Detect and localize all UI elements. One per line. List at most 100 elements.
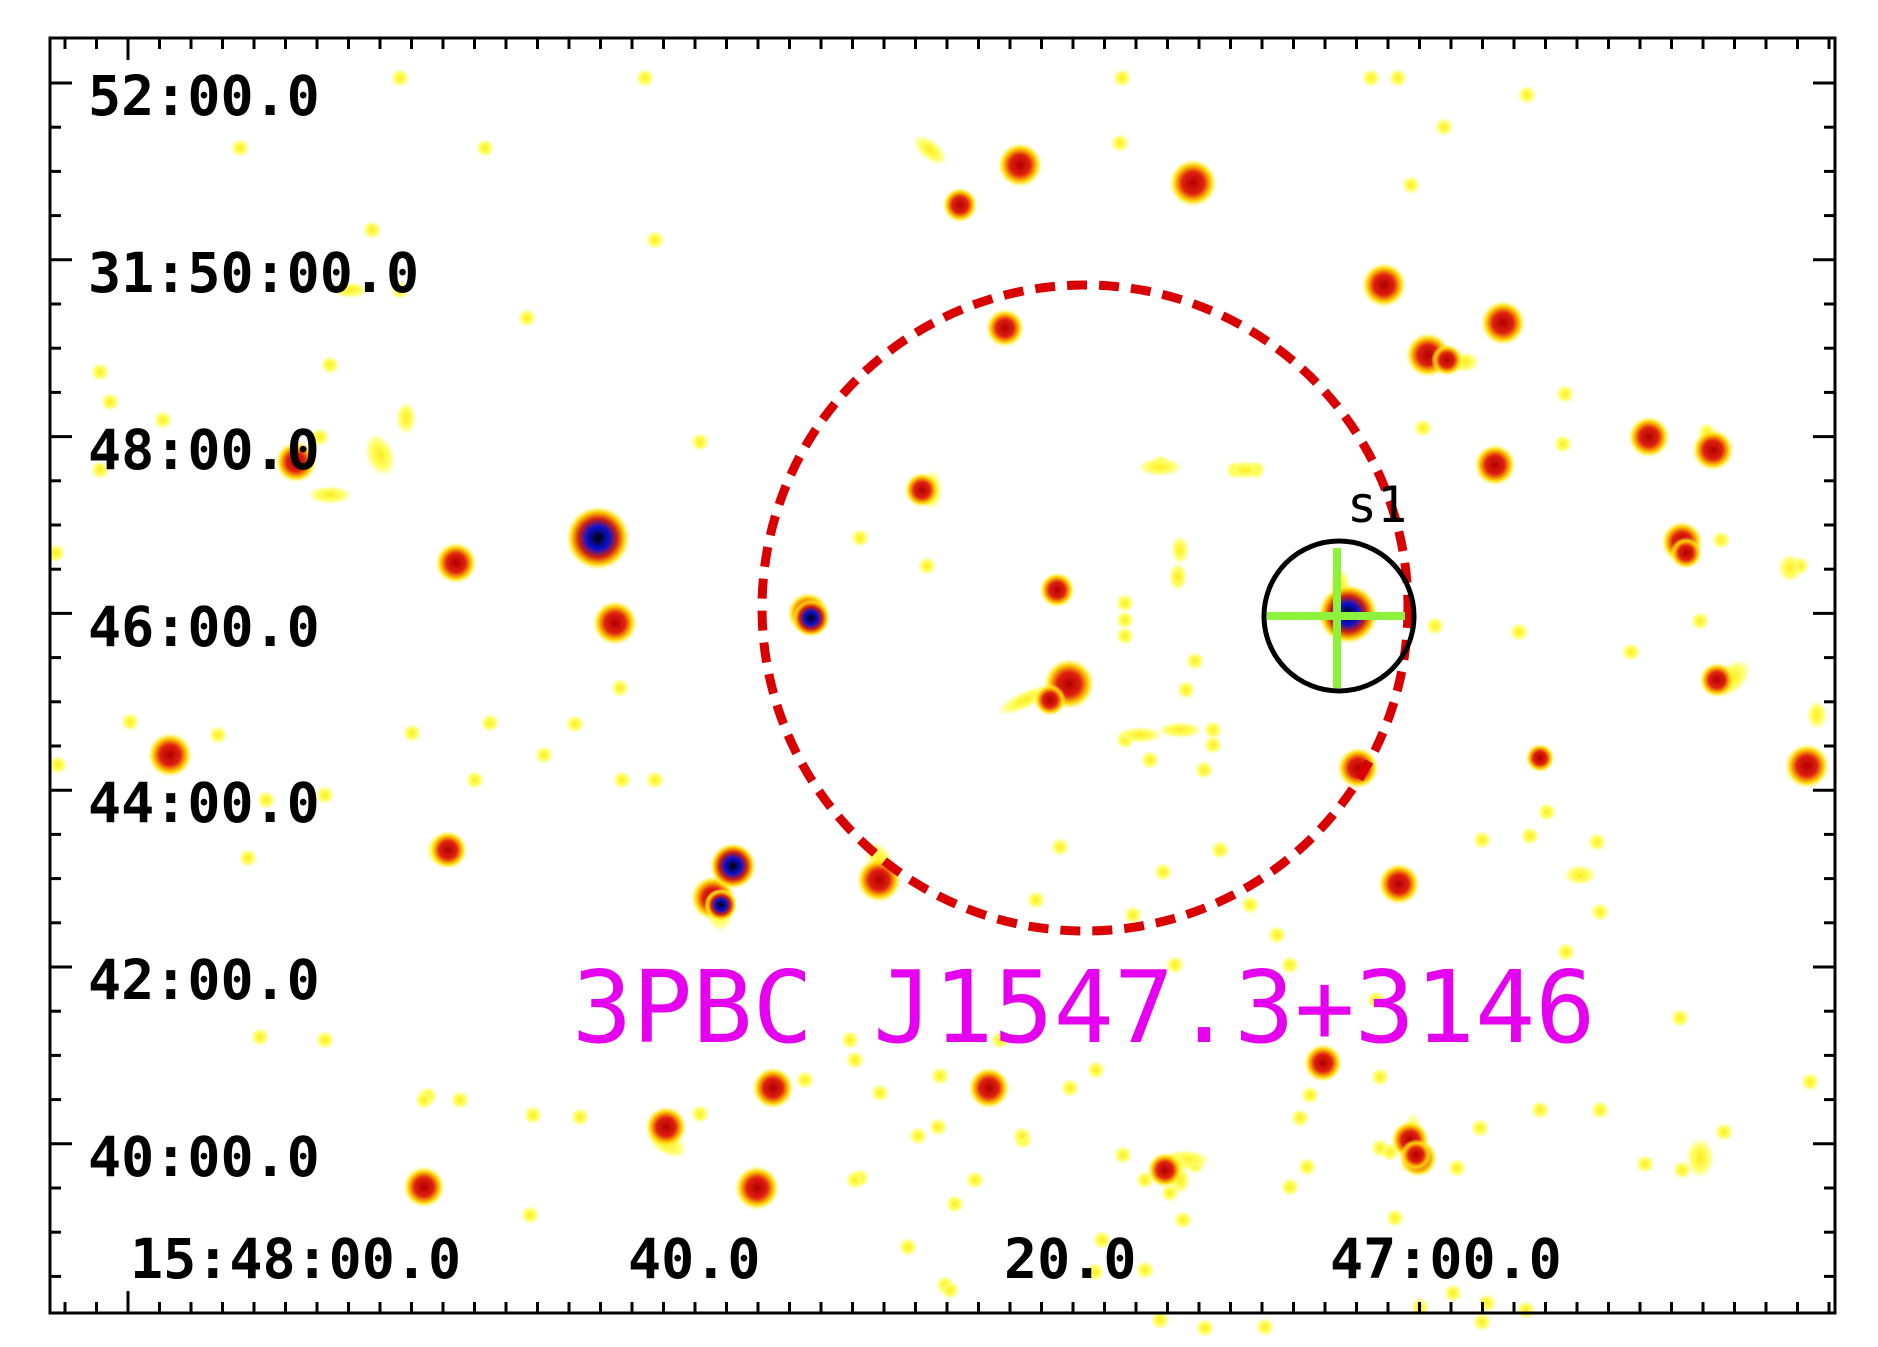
faint-source bbox=[1124, 906, 1142, 924]
medium-source bbox=[942, 187, 978, 223]
medium-source bbox=[1784, 743, 1830, 789]
medium-source bbox=[147, 732, 193, 778]
faint-source bbox=[391, 281, 409, 299]
faint-source bbox=[257, 791, 275, 809]
faint-source bbox=[1556, 385, 1574, 403]
faint-source bbox=[1807, 701, 1827, 729]
faint-source bbox=[918, 557, 936, 575]
bright-source bbox=[566, 506, 630, 570]
faint-source bbox=[1136, 1261, 1154, 1279]
faint-source bbox=[1691, 612, 1709, 630]
faint-source bbox=[1686, 1138, 1714, 1178]
medium-source bbox=[1628, 416, 1670, 458]
faint-source bbox=[391, 69, 409, 87]
ra-axis-labels: 15:48:00.0 40.0 20.0 47:00.0 bbox=[130, 1227, 1562, 1291]
faint-source bbox=[1591, 903, 1609, 921]
faint-source bbox=[1169, 563, 1187, 591]
faint-source bbox=[396, 402, 416, 434]
faint-source bbox=[1564, 865, 1596, 885]
faint-source bbox=[1712, 531, 1730, 549]
faint-source bbox=[1435, 118, 1453, 136]
dec-tick-label: 52:00.0 bbox=[88, 64, 320, 128]
faint-source bbox=[1471, 1119, 1489, 1137]
faint-source bbox=[913, 135, 947, 165]
faint-source bbox=[1291, 1109, 1309, 1127]
medium-source bbox=[1147, 1152, 1183, 1188]
faint-source bbox=[316, 1031, 334, 1049]
faint-source bbox=[1473, 831, 1491, 849]
medium-source bbox=[1337, 747, 1379, 789]
faint-source bbox=[1636, 1155, 1654, 1173]
faint-source bbox=[846, 1171, 864, 1189]
medium-source bbox=[1303, 1043, 1343, 1083]
medium-source bbox=[1169, 159, 1217, 207]
medium-sources bbox=[147, 142, 1830, 1211]
faint-source bbox=[966, 1171, 984, 1189]
faint-source bbox=[321, 356, 339, 374]
faint-source bbox=[1116, 627, 1134, 645]
faint-source bbox=[316, 786, 334, 804]
faint-source bbox=[476, 139, 494, 157]
ra-tick-label: 40.0 bbox=[628, 1227, 760, 1291]
medium-source bbox=[904, 472, 940, 508]
dec-tick-label: 46:00.0 bbox=[88, 595, 320, 659]
faint-source bbox=[1362, 69, 1380, 87]
faint-source bbox=[364, 433, 396, 477]
medium-source bbox=[968, 1067, 1010, 1109]
faint-source bbox=[611, 679, 629, 697]
dec-tick-label: 31:50:00.0 bbox=[88, 241, 419, 305]
medium-source bbox=[1699, 662, 1735, 698]
faint-source bbox=[1671, 1009, 1689, 1027]
faint-source bbox=[646, 231, 664, 249]
faint-source bbox=[239, 849, 257, 867]
faint-source bbox=[1195, 761, 1213, 779]
faint-source bbox=[929, 1118, 947, 1136]
faint-source bbox=[1298, 1158, 1316, 1176]
faint-source bbox=[1715, 1123, 1733, 1141]
faint-source bbox=[1111, 134, 1129, 152]
faint-source bbox=[1166, 956, 1184, 974]
faint-source bbox=[1778, 554, 1802, 582]
faint-source bbox=[1521, 827, 1539, 845]
faint-source bbox=[646, 771, 664, 789]
faint-source bbox=[49, 756, 67, 774]
faint-source bbox=[1116, 594, 1134, 612]
bright-source bbox=[705, 889, 737, 921]
faint-source bbox=[1386, 1209, 1404, 1227]
faint-source bbox=[1211, 841, 1229, 859]
medium-source bbox=[1400, 1139, 1432, 1171]
medium-source bbox=[428, 830, 468, 870]
faint-source bbox=[1093, 1231, 1111, 1249]
medium-source bbox=[1480, 300, 1526, 346]
faint-source bbox=[308, 486, 352, 504]
faint-source bbox=[518, 309, 536, 327]
faint-source bbox=[1154, 863, 1172, 881]
medium-source bbox=[435, 542, 477, 584]
faint-source bbox=[1086, 1263, 1104, 1281]
ra-tick-label: 20.0 bbox=[1004, 1227, 1136, 1291]
plot-frame bbox=[48, 36, 1837, 1315]
faint-source bbox=[946, 1195, 964, 1213]
faint-source bbox=[1013, 1127, 1031, 1145]
medium-source bbox=[1378, 863, 1420, 905]
faint-source bbox=[1801, 1073, 1819, 1091]
faint-source bbox=[1444, 1284, 1462, 1302]
faint-source bbox=[841, 1031, 859, 1049]
medium-source bbox=[1034, 684, 1066, 716]
faint-source bbox=[1204, 736, 1222, 754]
dec-tick-label: 42:00.0 bbox=[88, 948, 320, 1012]
medium-source bbox=[734, 1165, 780, 1211]
ra-tick-label: 15:48:00.0 bbox=[130, 1227, 461, 1291]
faint-source bbox=[691, 433, 709, 451]
faint-source bbox=[1113, 69, 1131, 87]
faint-source bbox=[121, 713, 139, 731]
faint-source bbox=[1118, 727, 1162, 743]
source-label: s1 bbox=[1347, 476, 1407, 534]
faint-source bbox=[1673, 1161, 1691, 1179]
faint-source bbox=[1371, 1068, 1389, 1086]
faint-source bbox=[1256, 1318, 1274, 1336]
faint-source bbox=[1281, 956, 1299, 974]
medium-source bbox=[645, 1106, 687, 1148]
faint-source bbox=[154, 411, 172, 429]
